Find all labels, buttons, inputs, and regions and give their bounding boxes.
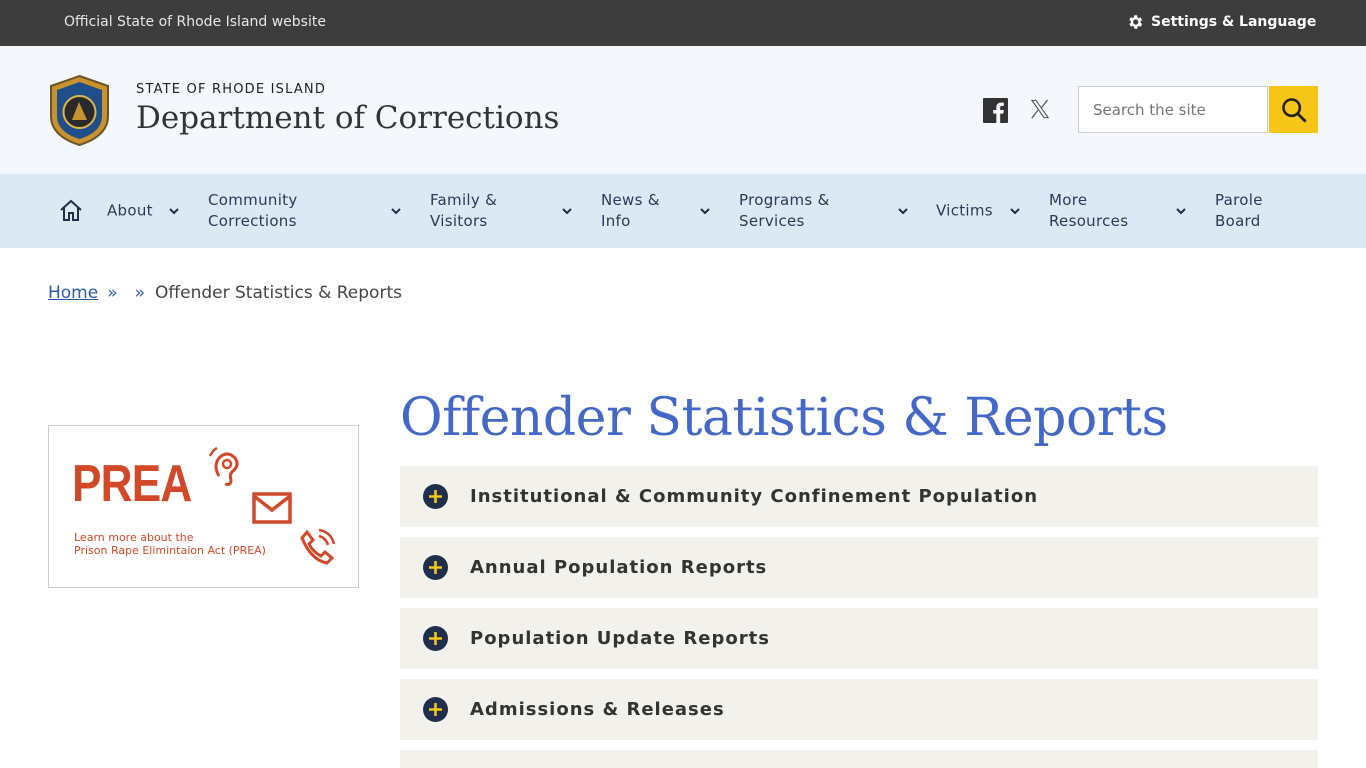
accordion-title: Population Update Reports [470,628,770,649]
nav-item[interactable]: Community Corrections [208,191,298,230]
plus-icon [423,626,448,651]
chevron-icon[interactable] [561,205,573,217]
nav-item[interactable]: More Resources [1049,191,1129,230]
nav-item[interactable]: Victims [936,201,993,220]
settings-text: Settings & Language [1151,14,1317,30]
chevron-icon[interactable] [897,205,909,217]
breadcrumb-separator: » [107,283,118,303]
search-icon [1281,97,1307,123]
page-title: Offender Statistics & Reports [400,388,1168,448]
prea-line: Prison Rape Elimintaion Act (PREA) [74,544,266,557]
search-button[interactable] [1269,86,1318,133]
seal-logo[interactable] [48,74,111,147]
facebook-icon[interactable] [983,98,1008,123]
chevron-icon[interactable] [168,205,180,217]
top-bar: Official State of Rhode Island website S… [0,0,1366,46]
nav-item[interactable]: About [107,201,153,220]
prea-line: Learn more about the [74,531,194,544]
chevron-icon[interactable] [1009,205,1021,217]
breadcrumb: Home » » Offender Statistics & Reports [48,283,402,303]
chevron-icon[interactable] [1175,205,1187,217]
breadcrumb-current: Offender Statistics & Reports [155,283,402,303]
nav-item[interactable]: Parole Board [1215,191,1263,230]
x-icon[interactable] [1029,98,1051,120]
prea-title: PREA [72,455,192,513]
state-label: STATE OF RHODE ISLAND [136,82,327,97]
chevron-icon[interactable] [390,205,402,217]
nav-item[interactable]: Family & Visitors [430,191,498,230]
settings-button[interactable]: Settings & Language [1126,13,1316,31]
official-text: Official State of Rhode Island website [64,14,326,30]
accordion-title: Admissions & Releases [470,699,725,720]
accordion-item[interactable]: Institutional & Community Confinement Po… [400,466,1318,527]
main-nav: About Community Corrections Family & Visit… [0,174,1366,248]
gear-icon [1129,15,1143,29]
accordion-item[interactable]: Admissions & Releases [400,679,1318,740]
accordion-item[interactable]: Annual Population Reports [400,537,1318,598]
ear-icon [208,446,239,486]
accordion-title: Annual Population Reports [470,557,768,578]
search-input[interactable] [1078,86,1268,133]
nav-item[interactable]: Programs & Services [739,191,830,230]
nav-item[interactable]: News & Info [601,191,660,230]
breadcrumb-home[interactable]: Home [48,283,99,303]
accordion-item[interactable]: Population Update Reports [400,608,1318,669]
header: STATE OF RHODE ISLAND Department of Corr… [0,46,1366,174]
department-name: Department of Corrections [136,100,560,136]
breadcrumb-separator: » [134,283,146,303]
chevron-icon[interactable] [699,205,711,217]
plus-icon [423,484,448,509]
accordion-item[interactable] [400,750,1318,768]
mail-icon [252,492,292,524]
accordion-title: Institutional & Community Confinement Po… [470,486,1039,507]
phone-icon [300,528,335,565]
home-icon[interactable] [59,199,83,222]
prea-banner[interactable]: PREA Learn more about the Prison Rape El… [48,425,359,588]
plus-icon [423,555,448,580]
plus-icon [423,697,448,722]
